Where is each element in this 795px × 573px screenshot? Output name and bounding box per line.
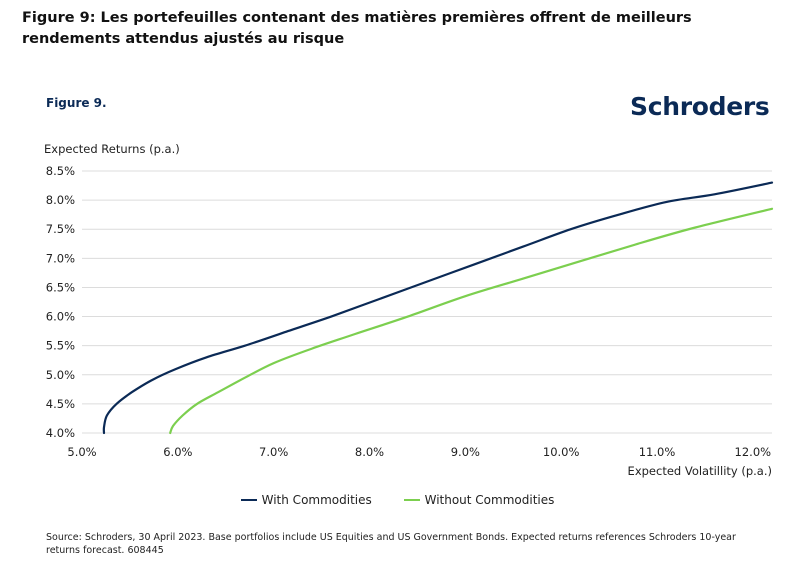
y-tick-label: 4.0% [46, 426, 75, 440]
legend-swatch-with-commodities [240, 499, 257, 501]
legend-label-without-commodities: Without Commodities [424, 493, 555, 507]
x-tick-label: 5.0% [67, 445, 96, 459]
page-title: Figure 9: Les portefeuilles contenant de… [22, 10, 692, 47]
brand-logo: Schroders [630, 92, 770, 121]
grid-layer [82, 170, 772, 434]
legend-swatch-without-commodities [403, 499, 420, 501]
y-tick-labels: 4.0% 4.5% 5.0% 5.5% 6.0% 6.5% 7.0% 7.5% 8.0% 8.5% [46, 164, 75, 440]
y-tick-label: 5.5% [46, 339, 75, 353]
y-tick-label: 5.0% [46, 368, 75, 382]
x-axis-title: Expected Volatillity (p.a.) [628, 464, 772, 478]
x-tick-label: 6.0% [163, 445, 192, 459]
figure-label: Figure 9. [46, 96, 107, 110]
series-line-with-commodities [102, 181, 774, 435]
legend-item-with-commodities: With Commodities [240, 493, 372, 507]
y-tick-label: 7.5% [46, 222, 75, 236]
y-tick-label: 8.5% [46, 164, 75, 178]
legend: With Commodities Without Commodities [0, 490, 795, 507]
y-tick-label: 6.0% [46, 310, 75, 324]
x-tick-label: 12.0% [735, 445, 772, 459]
x-tick-label: 7.0% [259, 445, 288, 459]
y-tick-label: 7.0% [46, 251, 75, 265]
x-tick-label: 10.0% [543, 445, 580, 459]
x-tick-label: 11.0% [639, 445, 676, 459]
y-tick-label: 8.0% [46, 193, 75, 207]
x-tick-labels: 5.0% 6.0% 7.0% 8.0% 9.0% 10.0% 11.0% 12.0% [67, 445, 771, 459]
series-layer [102, 181, 774, 435]
source-note: Source: Schroders, 30 April 2023. Base p… [46, 532, 736, 556]
x-tick-label: 8.0% [355, 445, 384, 459]
y-tick-label: 6.5% [46, 280, 75, 294]
legend-label-with-commodities: With Commodities [261, 493, 372, 507]
series-line-without-commodities [169, 207, 774, 435]
y-tick-label: 4.5% [46, 397, 75, 411]
legend-item-without-commodities: Without Commodities [403, 493, 555, 507]
y-axis-title: Expected Returns (p.a.) [44, 142, 180, 156]
x-tick-label: 9.0% [451, 445, 480, 459]
